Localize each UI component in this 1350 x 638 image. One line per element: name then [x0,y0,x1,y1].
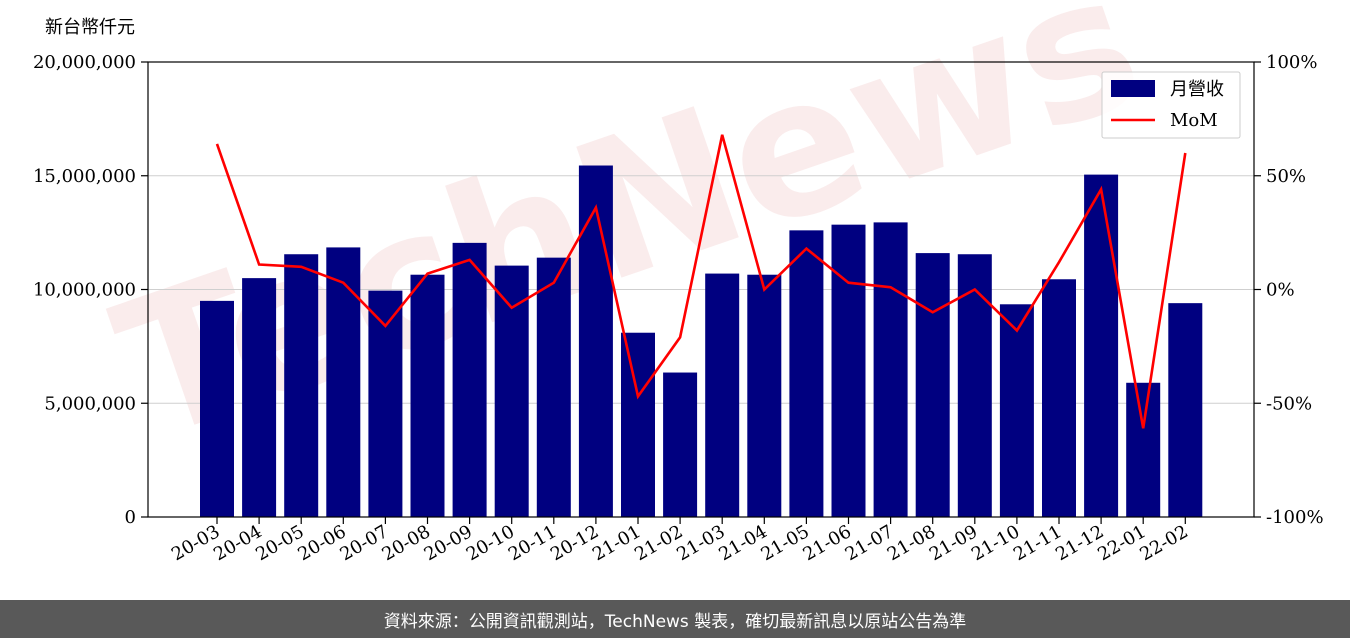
bar-20-06 [326,247,361,517]
bar-21-10 [999,304,1034,517]
bar-21-03 [705,273,740,517]
bar-20-12 [578,165,613,517]
unit-label: 新台幣仟元 [45,17,135,38]
right-tick-label: 100% [1266,52,1317,73]
bar-21-07 [873,222,908,517]
bar-20-07 [368,290,403,517]
legend-label-bar: 月營收 [1170,79,1224,100]
right-tick-label: -100% [1266,507,1324,528]
right-tick-label: -50% [1266,393,1312,414]
bar-series [200,165,1203,518]
legend-label-line: MoM [1170,110,1218,131]
bar-22-02 [1168,303,1203,517]
left-tick-label: 10,000,000 [33,280,136,301]
left-tick-label: 20,000,000 [33,52,136,73]
bar-21-02 [663,372,698,517]
bar-20-08 [410,274,445,517]
right-axis: -100% -50% 0% 50% 100% [1254,52,1324,528]
bar-20-05 [284,254,319,518]
bar-21-04 [747,274,782,517]
left-tick-label: 0 [125,507,136,528]
bar-21-06 [831,224,866,517]
footer-text: 資料來源：公開資訊觀測站，TechNews 製表，確切最新訊息以原站公告為準 [383,611,967,632]
bar-21-05 [789,230,824,517]
left-tick-label: 15,000,000 [33,166,136,187]
right-tick-label: 0% [1266,280,1295,301]
legend-swatch-bar [1111,80,1155,97]
left-tick-label: 5,000,000 [44,393,136,414]
bar-21-11 [1042,279,1076,517]
bar-21-01 [621,332,655,517]
chart: TechNews 05,000,00010,000,00015,000,0002… [33,0,1324,565]
bar-22-01 [1126,382,1161,517]
legend: 月營收 MoM [1101,71,1241,139]
right-tick-label: 50% [1266,166,1306,187]
bar-21-12 [1084,174,1119,518]
bar-21-08 [915,253,950,517]
mom-line [215,134,1187,429]
left-axis: 0 5,000,000 10,000,000 15,000,000 20,000,000 [33,52,148,528]
bar-20-04 [242,278,277,517]
x-tick-label-22-02: 22-02 [1136,521,1191,565]
bar-20-09 [452,242,487,518]
bar-20-11 [536,257,571,517]
bar-20-03 [200,300,234,517]
bar-20-10 [494,265,529,517]
line-series [215,134,1187,429]
footer: 資料來源：公開資訊觀測站，TechNews 製表，確切最新訊息以原站公告為準 [0,600,1350,638]
x-axis: 20-0320-0420-0520-0620-0720-0820-0920-10… [168,517,1192,565]
bar-21-09 [957,254,992,518]
